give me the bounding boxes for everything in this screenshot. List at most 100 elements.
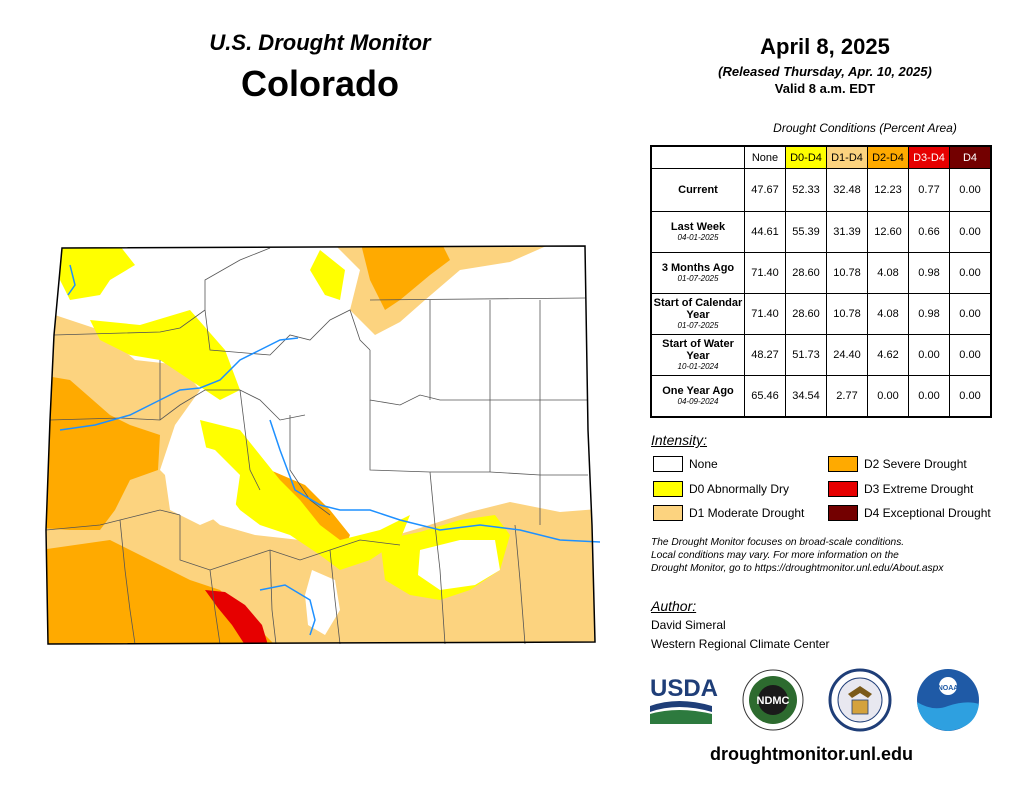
d2-area-southwest bbox=[46, 540, 280, 644]
legend-label: D0 Abnormally Dry bbox=[689, 482, 790, 496]
site-url: droughtmonitor.unl.edu bbox=[710, 744, 913, 764]
row-label: Start of Water Year 10-01-2024 bbox=[650, 334, 745, 376]
cell: 71.40 bbox=[744, 252, 786, 294]
cell: 12.23 bbox=[867, 168, 909, 212]
legend-swatch bbox=[653, 505, 683, 521]
intensity-title: Intensity: bbox=[651, 432, 708, 448]
cell: 65.46 bbox=[744, 375, 786, 418]
table-row-current: Current 47.67 52.33 32.48 12.23 0.77 0.0… bbox=[650, 168, 992, 212]
cell: 2.77 bbox=[826, 375, 868, 418]
map-title: U.S. Drought Monitor bbox=[209, 30, 431, 55]
d2-area-north bbox=[360, 246, 450, 310]
none-area-southcentral bbox=[305, 570, 340, 635]
cell: 10.78 bbox=[826, 252, 868, 294]
cell: 34.54 bbox=[785, 375, 827, 418]
release-date: (Released Thursday, Apr. 10, 2025) bbox=[718, 64, 932, 79]
d1-area-southeast bbox=[510, 550, 595, 644]
cell: 44.61 bbox=[744, 211, 786, 253]
d0-area-northwest bbox=[60, 246, 135, 300]
table-row-last-week: Last Week 04-01-2025 44.61 55.39 31.39 12… bbox=[650, 211, 992, 253]
date-block: April 8, 2025 (Released Thursday, Apr. 1… bbox=[640, 34, 1010, 98]
table-header-row: None D0-D4 D1-D4 D2-D4 D3-D4 D4 bbox=[651, 145, 992, 169]
cell: 0.66 bbox=[908, 211, 950, 253]
state-outline bbox=[45, 245, 596, 645]
cell: 4.08 bbox=[867, 252, 909, 294]
cell: 0.00 bbox=[867, 375, 909, 418]
d0-area-north bbox=[90, 310, 240, 400]
cell: 55.39 bbox=[785, 211, 827, 253]
col-header-d2: D2-D4 bbox=[867, 145, 909, 169]
disclaimer-text: The Drought Monitor focuses on broad-sca… bbox=[651, 536, 1021, 575]
cell: 0.77 bbox=[908, 168, 950, 212]
cell: 0.00 bbox=[949, 293, 992, 335]
cell: 47.67 bbox=[744, 168, 786, 212]
usda-logo-icon: USDA bbox=[650, 675, 718, 724]
none-area-southeast bbox=[418, 540, 500, 590]
disclaimer-line: Local conditions may vary. For more info… bbox=[651, 550, 899, 561]
cell: 0.00 bbox=[949, 334, 992, 376]
title-block: U.S. Drought Monitor Colorado bbox=[150, 30, 490, 106]
legend-swatch bbox=[653, 481, 683, 497]
disclaimer-line: Drought Monitor, go to https://droughtmo… bbox=[651, 563, 944, 574]
col-header-d4: D4 bbox=[949, 145, 992, 169]
col-header-d1: D1-D4 bbox=[826, 145, 868, 169]
valid-time: Valid 8 a.m. EDT bbox=[774, 81, 876, 96]
cell: 28.60 bbox=[785, 293, 827, 335]
table-row-3-months-ago: 3 Months Ago 01-07-2025 71.40 28.60 10.78… bbox=[650, 252, 992, 294]
svg-text:USDA: USDA bbox=[650, 675, 718, 702]
legend-label: None bbox=[689, 457, 718, 471]
cell: 48.27 bbox=[744, 334, 786, 376]
legend-label: D4 Exceptional Drought bbox=[864, 506, 991, 520]
d2-area-west bbox=[46, 375, 160, 530]
cell: 4.62 bbox=[867, 334, 909, 376]
cell: 0.00 bbox=[949, 252, 992, 294]
row-label: Last Week 04-01-2025 bbox=[650, 211, 745, 253]
disclaimer-line: The Drought Monitor focuses on broad-sca… bbox=[651, 537, 905, 548]
cell: 28.60 bbox=[785, 252, 827, 294]
legend-label: D1 Moderate Drought bbox=[689, 506, 805, 520]
map-state-name: Colorado bbox=[241, 63, 399, 104]
colorado-drought-map bbox=[45, 245, 601, 645]
d0-area-northeast bbox=[310, 250, 345, 300]
row-label: Current bbox=[650, 168, 745, 212]
row-label: Start of Calendar Year 01-07-2025 bbox=[650, 293, 745, 335]
cell: 31.39 bbox=[826, 211, 868, 253]
table-row-start-water-year: Start of Water Year 10-01-2024 48.27 51.7… bbox=[650, 334, 992, 376]
legend-swatch bbox=[653, 456, 683, 472]
col-header-d0: D0-D4 bbox=[785, 145, 827, 169]
map-date: April 8, 2025 bbox=[760, 34, 890, 59]
cell: 24.40 bbox=[826, 334, 868, 376]
author-name: David Simeral bbox=[651, 618, 726, 632]
cell: 10.78 bbox=[826, 293, 868, 335]
row-label: 3 Months Ago 01-07-2025 bbox=[650, 252, 745, 294]
author-org: Western Regional Climate Center bbox=[651, 637, 830, 651]
cell: 12.60 bbox=[867, 211, 909, 253]
cell: 71.40 bbox=[744, 293, 786, 335]
commerce-seal-icon bbox=[828, 668, 892, 732]
cell: 51.73 bbox=[785, 334, 827, 376]
partner-logos: USDA NDMC NOAA bbox=[650, 668, 979, 732]
cell: 0.00 bbox=[908, 375, 950, 418]
cell: 0.00 bbox=[908, 334, 950, 376]
cell: 0.98 bbox=[908, 293, 950, 335]
county-lines bbox=[45, 247, 588, 645]
svg-text:NOAA: NOAA bbox=[938, 685, 959, 692]
drought-conditions-table: None D0-D4 D1-D4 D2-D4 D3-D4 D4 Current … bbox=[650, 145, 992, 418]
svg-text:NDMC: NDMC bbox=[757, 695, 790, 707]
cell: 0.00 bbox=[949, 211, 992, 253]
cell: 0.00 bbox=[949, 375, 992, 418]
table-row-one-year-ago: One Year Ago 04-09-2024 65.46 34.54 2.77 … bbox=[650, 375, 992, 418]
legend-swatch bbox=[828, 481, 858, 497]
cell: 0.98 bbox=[908, 252, 950, 294]
none-area-central bbox=[165, 440, 240, 525]
table-row-start-calendar-year: Start of Calendar Year 01-07-2025 71.40 2… bbox=[650, 293, 992, 335]
legend-swatch bbox=[828, 505, 858, 521]
cell: 32.48 bbox=[826, 168, 868, 212]
conditions-caption: Drought Conditions (Percent Area) bbox=[773, 121, 957, 135]
cell: 52.33 bbox=[785, 168, 827, 212]
legend-swatch bbox=[828, 456, 858, 472]
col-header-none: None bbox=[744, 145, 786, 169]
col-header-d3: D3-D4 bbox=[908, 145, 950, 169]
d3-area-southwest bbox=[205, 590, 268, 644]
cell: 4.08 bbox=[867, 293, 909, 335]
